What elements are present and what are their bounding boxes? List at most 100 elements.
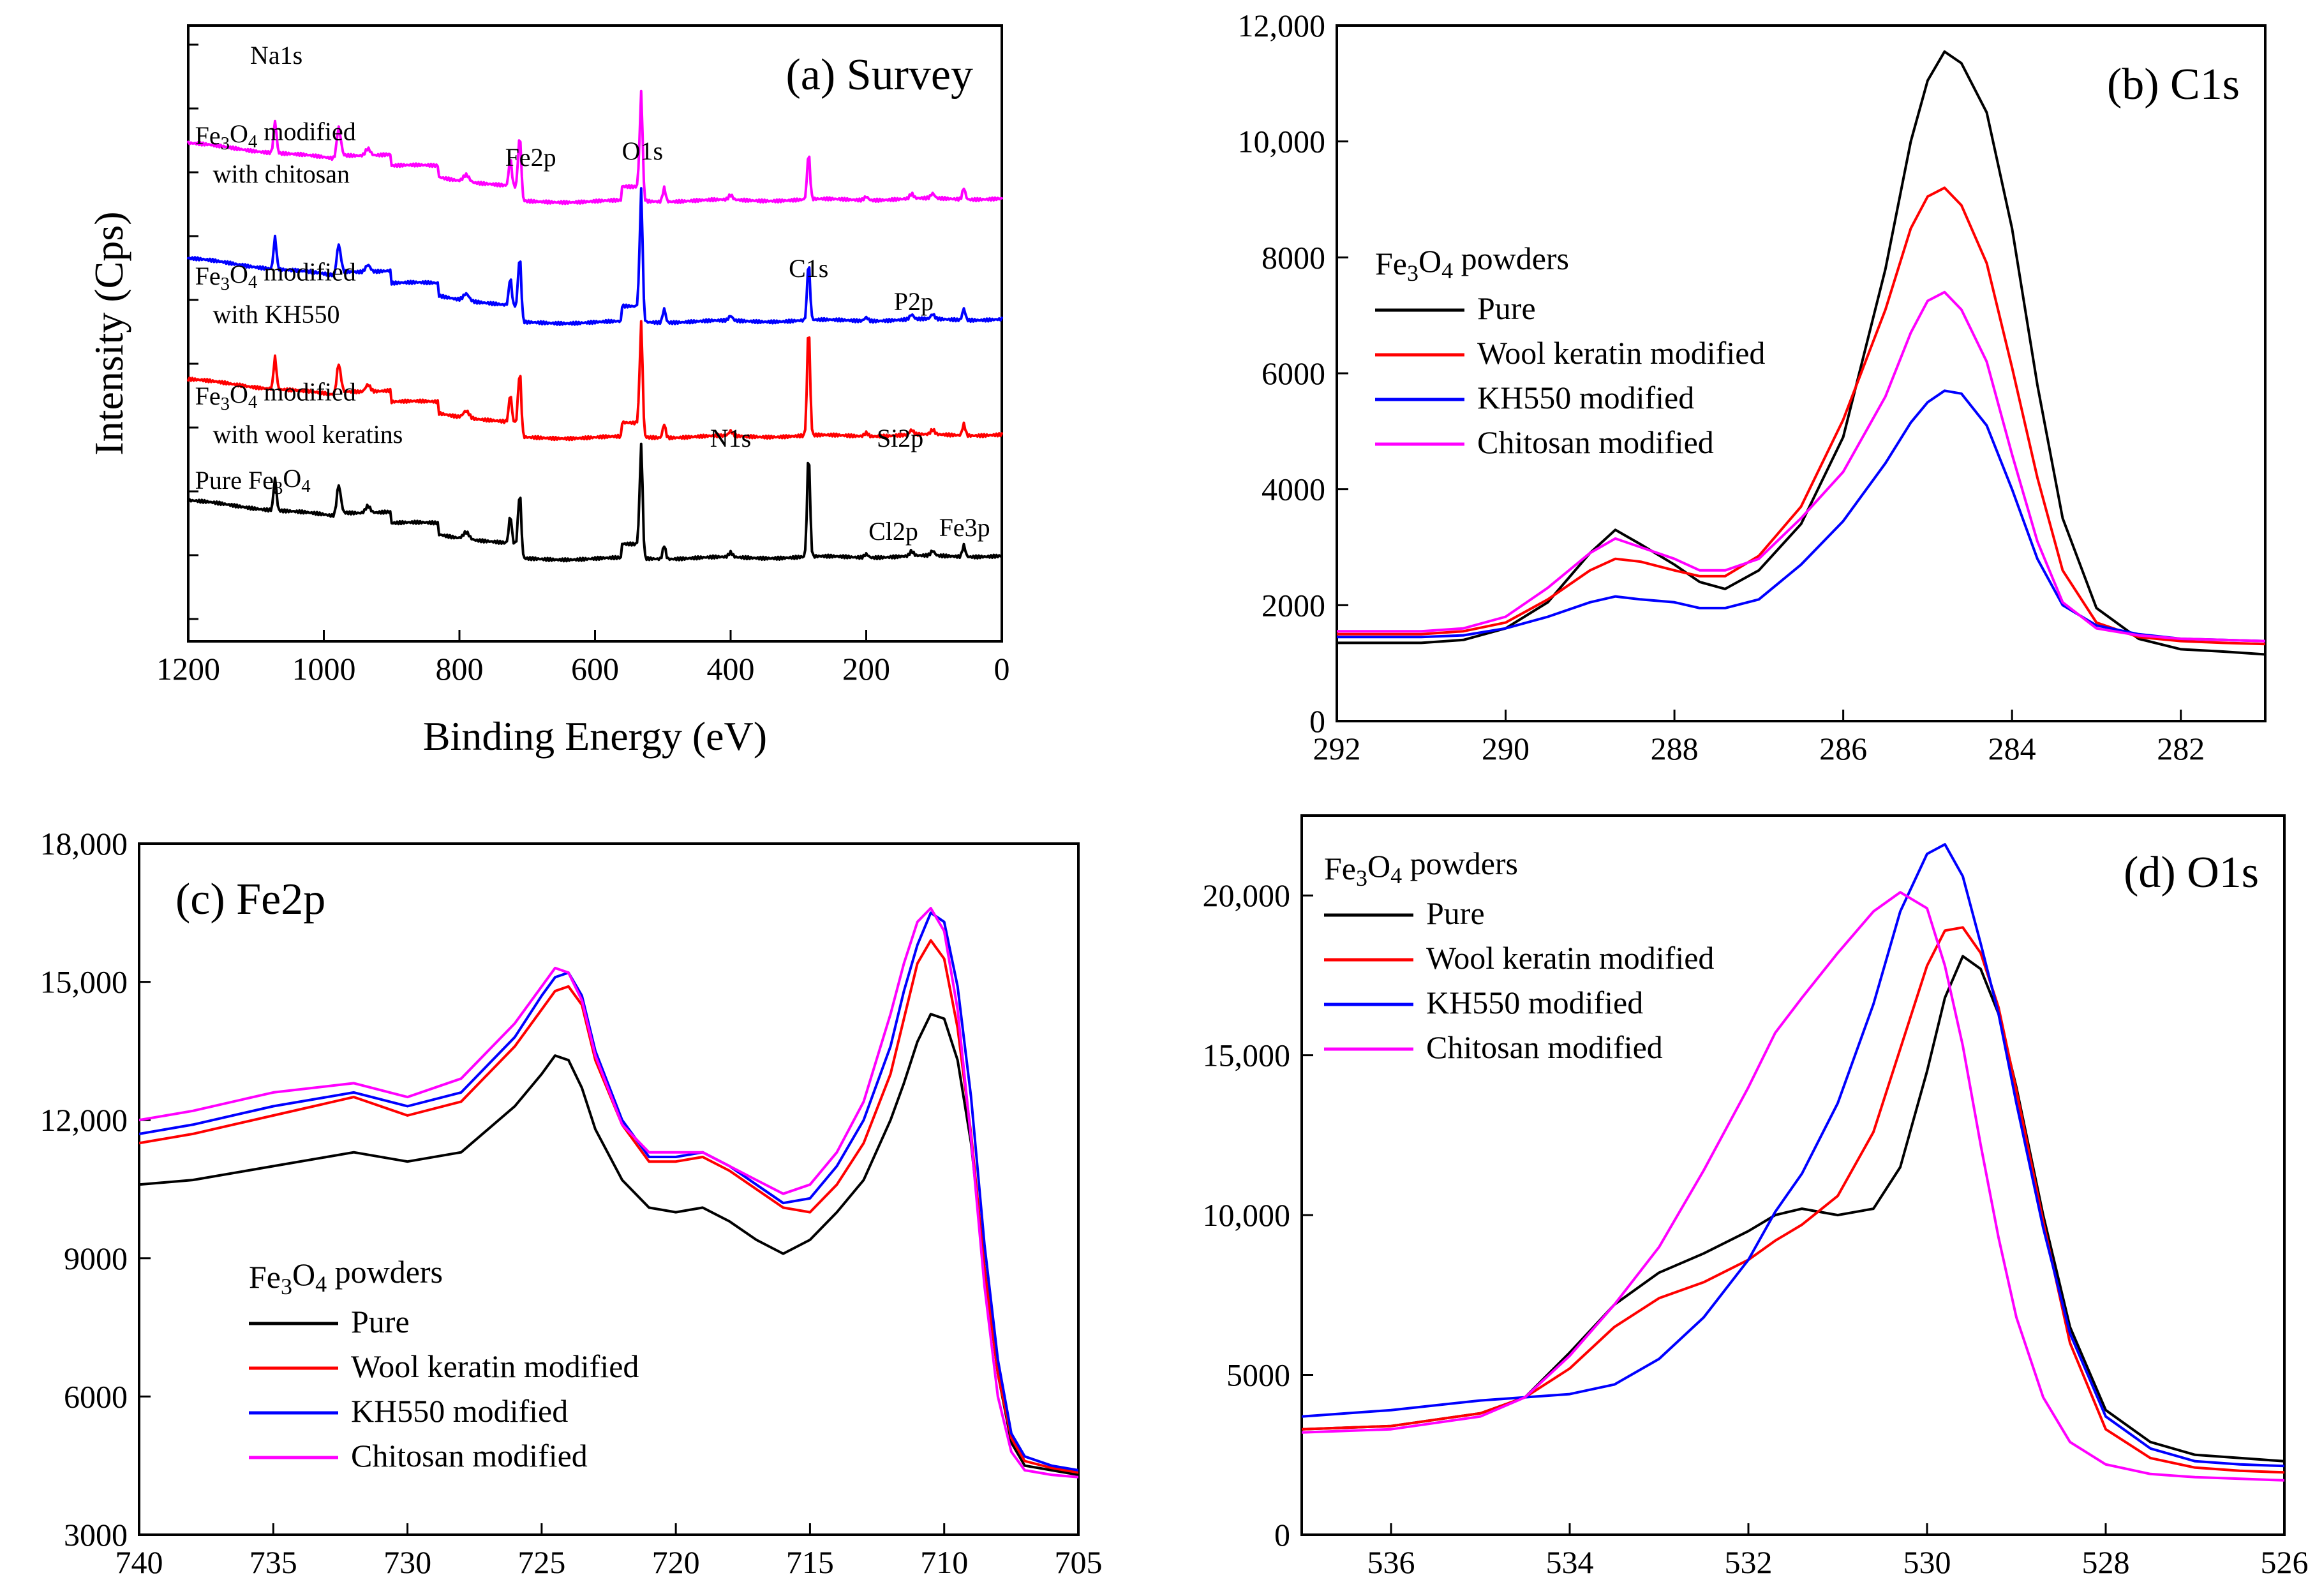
panel-c-legend: Fe3​O4​ powders Pure Wool keratin modified… xyxy=(249,1254,639,1473)
panel-d-x-tick-label: 534 xyxy=(1546,1544,1594,1580)
panel-d-legend-title: Fe3​O4​ powders xyxy=(1324,846,1518,891)
panel-c-x-tick-label: 725 xyxy=(517,1544,565,1580)
panel-b-y-tick-label: 6000 xyxy=(1262,355,1325,391)
panel-b-y-tick-label: 8000 xyxy=(1262,239,1325,275)
panel-a-series-line-1 xyxy=(187,320,1003,442)
panel-d-legend-title-sub: 4 xyxy=(1390,863,1402,888)
panel-c-x-tick-label: 705 xyxy=(1055,1544,1103,1580)
panel-a-curve-label-part: O xyxy=(283,464,301,493)
panel-a-curve-label-sub: 4 xyxy=(248,272,257,292)
panel-d-series-line-0 xyxy=(1302,955,2284,1463)
panel-d-legend-label-0: Pure xyxy=(1426,895,1485,931)
panel-a-x-axis-label: Binding Energy (eV) xyxy=(423,713,767,759)
panel-c-x-tick-label: 720 xyxy=(652,1544,700,1580)
panel-d-y-tick-label: 20,000 xyxy=(1203,877,1291,913)
panel-d-series-line-3 xyxy=(1302,891,2284,1482)
panel-a-curve-label-part: modified xyxy=(257,378,355,406)
panel-b-legend: Fe3​O4​ powders Pure Wool keratin modified… xyxy=(1375,241,1765,460)
panel-d-series-line-1 xyxy=(1302,926,2284,1474)
panel-a-curve-label-sub: 4 xyxy=(248,392,257,412)
panel-c-y-tick-label: 3000 xyxy=(64,1517,128,1553)
panel-d-legend-title-sub: 3 xyxy=(1356,865,1367,891)
panel-d-x-tick-label: 532 xyxy=(1725,1544,1773,1580)
panel-c-x-tick-label: 710 xyxy=(920,1544,968,1580)
panel-a-series-line-3 xyxy=(187,89,1003,205)
panel-a-peak-label: O1s xyxy=(622,137,663,165)
panel-b-series-line-2 xyxy=(1337,389,2265,643)
panel-a-curve-label-sub: 4 xyxy=(301,476,310,496)
panel-a-y-axis-label: Intensity (Cps) xyxy=(86,211,131,455)
panel-b-legend-title-sub: 3 xyxy=(1407,260,1418,286)
panel-c-y-tick-label: 9000 xyxy=(64,1241,128,1276)
panel-a-curve-label-sub: 3 xyxy=(221,274,230,294)
panel-d-legend-title-part: Fe xyxy=(1324,851,1356,886)
panel-b-plot-frame xyxy=(1336,24,2267,722)
panel-a-peak-label: Na1s xyxy=(250,41,302,70)
panel-d-series xyxy=(1302,843,2284,1482)
panel-d-x-tick-label: 526 xyxy=(2261,1544,2308,1580)
panel-b-legend-title-part: Fe xyxy=(1375,246,1407,281)
panel-d-plot-frame xyxy=(1300,814,2286,1536)
panel-b-series-line-0 xyxy=(1337,50,2265,656)
panel-b-x-tick-label: 286 xyxy=(1819,731,1867,766)
panel-a-peak-label: Fe2p xyxy=(505,143,556,172)
panel-a-x-tick-label: 800 xyxy=(436,651,484,687)
panel-a-curve-label: Fe3​O4​ modified xyxy=(195,258,356,294)
panel-d-x-tick-label: 530 xyxy=(1903,1544,1951,1580)
panel-d-y-tick-label: 0 xyxy=(1274,1517,1290,1553)
panel-b-series-line-3 xyxy=(1337,290,2265,643)
panel-a-curve-label-line2: with wool keratins xyxy=(213,420,403,449)
panel-b-title: (b) C1s xyxy=(2107,60,2240,109)
panel-c-fe2p: 740 735 730 725 720 715 710 705 3000 6000 9000 12,0… xyxy=(40,826,1103,1580)
panel-a-curve-label-part: O xyxy=(230,119,248,148)
panel-a-curve-label-sub: 3 xyxy=(274,478,283,498)
panel-c-legend-title-sub: 3 xyxy=(281,1274,292,1299)
panel-d-legend-title-part: O xyxy=(1367,848,1390,884)
panel-a-curve-label: Fe3​O4​ modified xyxy=(195,378,356,414)
panel-a-curve-label-part: modified xyxy=(257,117,355,146)
panel-a-title: (a) Survey xyxy=(785,50,973,100)
panel-c-legend-title-part: powders xyxy=(327,1254,443,1290)
panel-c-series-line-1 xyxy=(139,939,1078,1474)
panel-b-x-tick-label: 284 xyxy=(1988,731,2036,766)
panel-a-peak-label: Fe3p xyxy=(939,513,990,542)
panel-d-o1s: 536 534 532 530 528 526 0 5000 10,000 15,000 20,00… xyxy=(1203,814,2308,1580)
panel-b-series xyxy=(1337,50,2265,656)
panel-b-legend-title: Fe3​O4​ powders xyxy=(1375,241,1569,286)
panel-c-plot-frame xyxy=(138,842,1080,1536)
panel-a-series-line-2 xyxy=(187,187,1003,326)
panel-d-series-line-2 xyxy=(1302,843,2284,1468)
panel-c-title: (c) Fe2p xyxy=(175,875,325,924)
panel-d-legend-label-3: Chitosan modified xyxy=(1426,1029,1663,1065)
panel-a-curve-label-part: Fe xyxy=(195,262,221,290)
panel-b-legend-title-sub: 4 xyxy=(1441,258,1453,283)
panel-c-series-line-2 xyxy=(139,911,1078,1472)
panel-d-y-tick-label: 5000 xyxy=(1226,1357,1290,1393)
panel-c-legend-label-0: Pure xyxy=(351,1304,410,1339)
panel-a-x-tick-label: 600 xyxy=(571,651,619,687)
panel-c-legend-title: Fe3​O4​ powders xyxy=(249,1254,443,1299)
panel-b-y-tick-label: 12,000 xyxy=(1238,8,1326,43)
panel-c-series xyxy=(139,907,1078,1479)
panel-c-y-tick-label: 6000 xyxy=(64,1378,128,1414)
panel-b-x-tick-label: 282 xyxy=(2157,731,2205,766)
panel-a-x-tick-label: 1000 xyxy=(292,651,356,687)
panel-a-peak-label: C1s xyxy=(789,254,828,283)
panel-c-series-line-3 xyxy=(139,907,1078,1479)
panel-a-curve-label-part: O xyxy=(230,380,248,408)
panel-a-series-line-0 xyxy=(187,442,1003,563)
panel-a-survey: 1200 1000 800 600 400 200 0 (a) Survey Binding E… xyxy=(86,24,1010,759)
panel-b-legend-label-3: Chitosan modified xyxy=(1477,424,1714,460)
panel-a-curve-label: Pure Fe3​O4​ xyxy=(195,464,311,498)
panel-a-curve-label-line2: with chitosan xyxy=(213,160,350,188)
panel-d-legend-label-1: Wool keratin modified xyxy=(1426,940,1714,976)
panel-c-x-tick-label: 740 xyxy=(115,1544,163,1580)
panel-c-legend-label-2: KH550 modified xyxy=(351,1393,568,1429)
panel-a-x-tick-label: 0 xyxy=(994,651,1010,687)
panel-b-legend-title-part: O xyxy=(1418,243,1441,279)
panel-a-peak-label: P2p xyxy=(894,287,934,316)
panel-b-series-line-1 xyxy=(1337,186,2265,646)
panel-b-y-tick-label: 0 xyxy=(1309,703,1325,739)
panel-d-y-tick-label: 10,000 xyxy=(1203,1197,1291,1233)
